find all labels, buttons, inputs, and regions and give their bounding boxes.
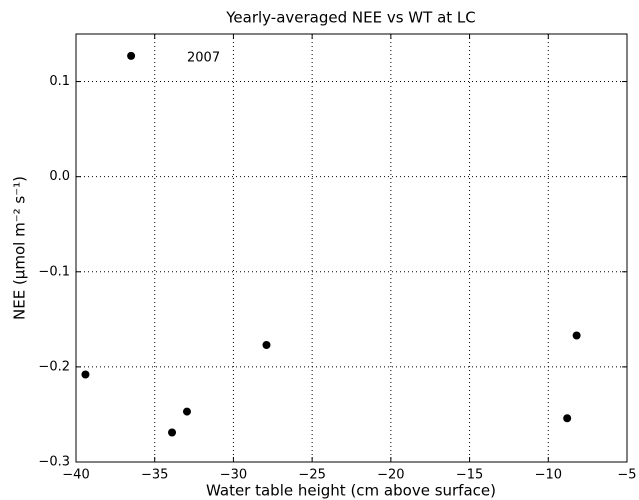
y-tick-label: 0.1 bbox=[49, 74, 70, 89]
x-tick-label: −15 bbox=[456, 468, 483, 483]
y-axis-label: NEE (μmol m⁻² s⁻¹) bbox=[11, 176, 29, 320]
point bbox=[127, 51, 136, 60]
point bbox=[168, 428, 177, 437]
x-tick-label: −20 bbox=[377, 468, 404, 483]
x-tick-label: −35 bbox=[141, 468, 168, 483]
y-tick-label: −0.1 bbox=[38, 264, 70, 279]
point bbox=[182, 407, 191, 416]
y-tick-label: 0.0 bbox=[49, 169, 70, 184]
x-tick-label: −5 bbox=[617, 468, 636, 483]
x-tick-label: −40 bbox=[62, 468, 89, 483]
y-tick-label: −0.2 bbox=[38, 359, 70, 374]
point bbox=[262, 341, 271, 350]
x-tick-label: −30 bbox=[220, 468, 247, 483]
point bbox=[81, 370, 90, 379]
plot-frame bbox=[75, 33, 628, 463]
x-axis-label: Water table height (cm above surface) bbox=[206, 482, 496, 500]
annotation: 2007 bbox=[187, 51, 220, 66]
y-tick-label: −0.3 bbox=[38, 455, 70, 470]
point bbox=[572, 331, 581, 340]
x-tick-label: −25 bbox=[298, 468, 325, 483]
x-tick-label: −10 bbox=[535, 468, 562, 483]
point bbox=[563, 414, 572, 423]
chart-title: Yearly-averaged NEE vs WT at LC bbox=[225, 9, 476, 27]
